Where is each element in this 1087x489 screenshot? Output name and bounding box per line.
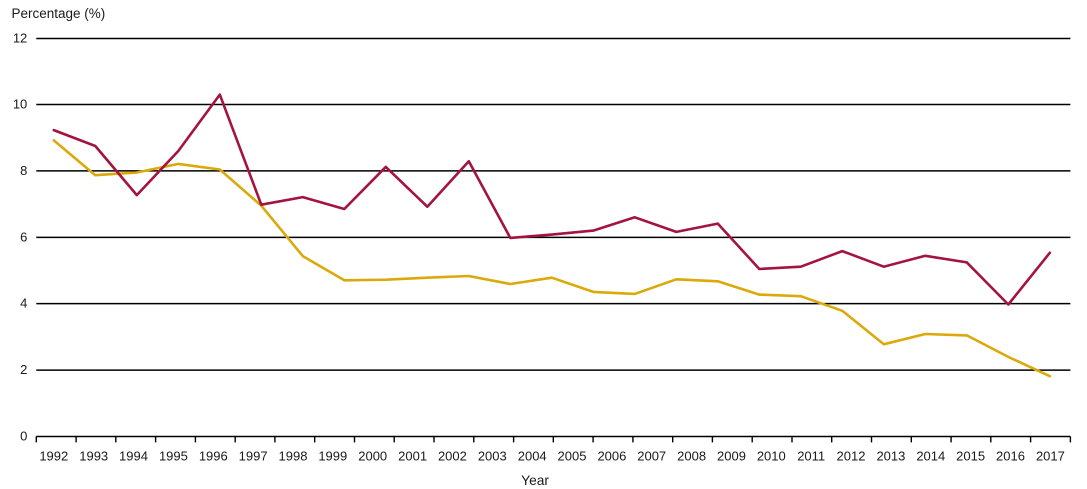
svg-text:2000: 2000: [358, 449, 387, 464]
svg-text:2005: 2005: [558, 449, 587, 464]
svg-text:0: 0: [20, 428, 27, 443]
svg-text:1994: 1994: [119, 449, 148, 464]
svg-text:2012: 2012: [837, 449, 866, 464]
svg-text:8: 8: [20, 163, 27, 178]
svg-text:2008: 2008: [677, 449, 706, 464]
svg-text:2015: 2015: [956, 449, 985, 464]
svg-text:4: 4: [20, 296, 27, 311]
svg-text:2013: 2013: [876, 449, 905, 464]
svg-text:1995: 1995: [159, 449, 188, 464]
svg-text:2001: 2001: [398, 449, 427, 464]
svg-text:2006: 2006: [597, 449, 626, 464]
svg-text:2017: 2017: [1036, 449, 1065, 464]
svg-text:2009: 2009: [717, 449, 746, 464]
svg-text:2010: 2010: [757, 449, 786, 464]
svg-text:1992: 1992: [39, 449, 68, 464]
svg-text:6: 6: [20, 229, 27, 244]
svg-text:2014: 2014: [916, 449, 945, 464]
svg-text:2016: 2016: [996, 449, 1025, 464]
svg-text:1997: 1997: [239, 449, 268, 464]
svg-text:10: 10: [13, 96, 27, 111]
svg-text:Year: Year: [521, 473, 549, 488]
svg-text:2002: 2002: [438, 449, 467, 464]
svg-text:1998: 1998: [279, 449, 308, 464]
svg-text:1999: 1999: [318, 449, 347, 464]
svg-text:1993: 1993: [79, 449, 108, 464]
svg-text:2: 2: [20, 362, 27, 377]
svg-text:2004: 2004: [518, 449, 547, 464]
svg-text:12: 12: [13, 30, 27, 45]
svg-text:Percentage (%): Percentage (%): [12, 6, 106, 21]
svg-text:2007: 2007: [637, 449, 666, 464]
svg-text:2011: 2011: [797, 449, 825, 464]
svg-text:2003: 2003: [478, 449, 507, 464]
svg-text:1996: 1996: [199, 449, 228, 464]
